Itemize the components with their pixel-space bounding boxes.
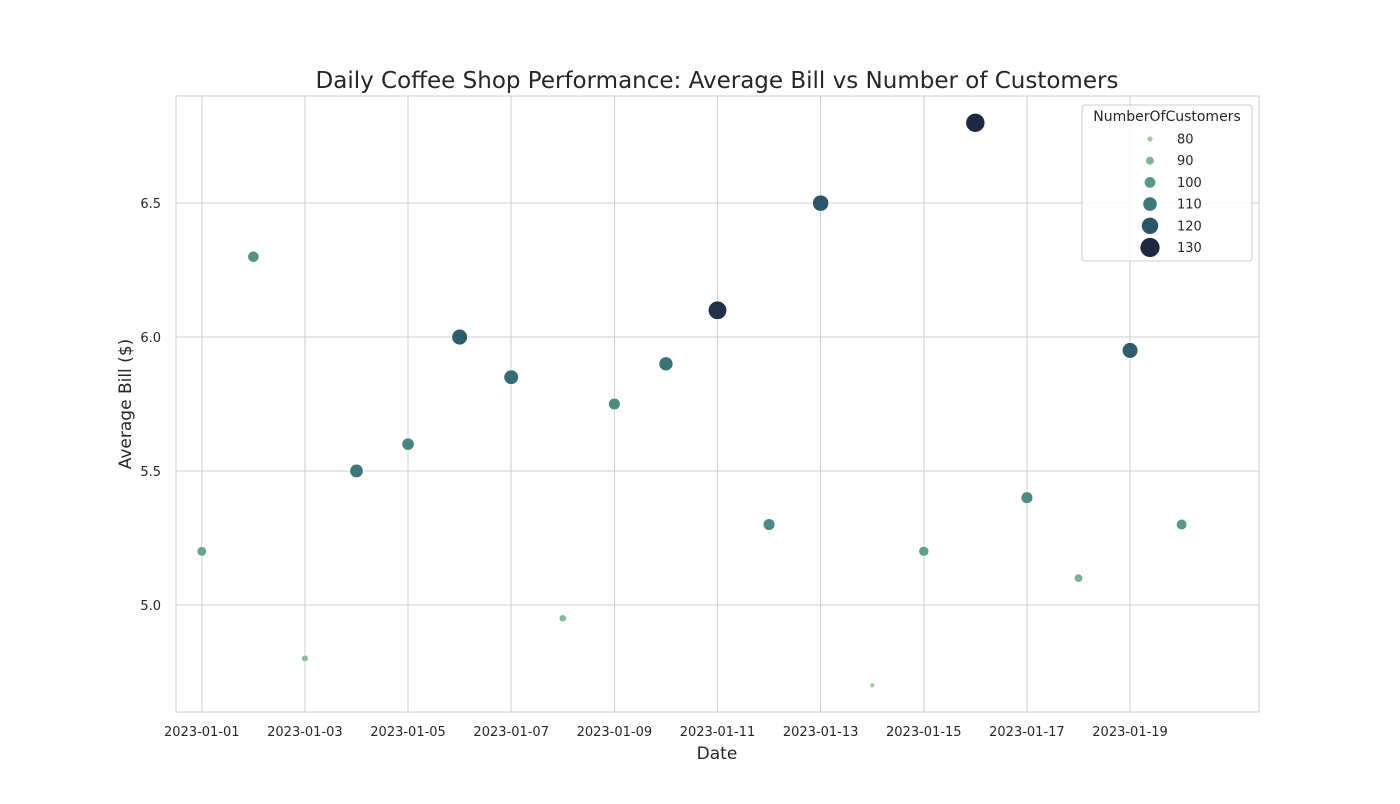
x-axis-label: Date <box>697 744 738 764</box>
legend-title: NumberOfCustomers <box>1093 109 1241 125</box>
data-points <box>196 112 1188 689</box>
data-point <box>707 300 728 320</box>
legend-box <box>1081 104 1253 262</box>
x-tick-labels: 2023-01-01 2023-01-03 2023-01-05 2023-01-07… <box>164 725 1168 740</box>
legend-marker <box>1140 237 1160 258</box>
legend-label: 90 <box>1177 154 1194 169</box>
data-point <box>965 112 986 133</box>
data-point <box>869 682 876 689</box>
legend-marker <box>1144 177 1156 188</box>
x-tick-label: 2023-01-05 <box>370 725 446 740</box>
x-tick-label: 2023-01-03 <box>267 725 343 740</box>
y-tick-labels: 5.0 5.5 6.0 6.5 <box>140 197 161 614</box>
data-point <box>1073 573 1084 583</box>
chart-title: Daily Coffee Shop Performance: Average B… <box>316 68 1119 94</box>
x-tick-label: 2023-01-11 <box>680 725 756 740</box>
y-tick-label: 5.5 <box>140 465 161 480</box>
data-point <box>607 397 621 411</box>
x-tick-label: 2023-01-07 <box>473 725 549 740</box>
legend-label: 120 <box>1177 219 1202 234</box>
data-point <box>401 437 415 451</box>
x-gridlines <box>201 96 1131 712</box>
data-point <box>812 194 830 212</box>
data-point <box>1020 491 1034 505</box>
legend-label: 100 <box>1177 176 1202 191</box>
data-point <box>301 654 309 663</box>
legend-marker <box>1147 136 1153 142</box>
legend-marker <box>1141 217 1159 234</box>
axes-frame <box>175 95 1260 713</box>
legend-label: 80 <box>1177 133 1194 148</box>
legend-label: 130 <box>1177 241 1202 256</box>
x-tick-label: 2023-01-15 <box>886 725 962 740</box>
data-point <box>196 546 208 557</box>
y-tick-label: 6.0 <box>140 331 161 346</box>
legend: NumberOfCustomers 80 90 100 110 120 130 <box>1081 104 1253 262</box>
legend-label: 110 <box>1177 198 1202 213</box>
x-tick-label: 2023-01-09 <box>577 725 653 740</box>
data-point <box>918 545 930 557</box>
data-point <box>247 250 260 263</box>
x-tick-label: 2023-01-17 <box>989 725 1065 740</box>
data-point <box>762 518 776 531</box>
data-point <box>349 463 364 479</box>
legend-marker <box>1143 197 1157 211</box>
x-tick-label: 2023-01-13 <box>783 725 859 740</box>
data-point <box>558 614 567 623</box>
data-point <box>658 356 674 372</box>
legend-marker <box>1146 156 1154 165</box>
x-tick-label: 2023-01-01 <box>164 725 240 740</box>
data-point <box>1175 518 1188 531</box>
data-point <box>1121 342 1139 359</box>
y-axis-label: Average Bill ($) <box>116 339 136 470</box>
x-tick-label: 2023-01-19 <box>1092 725 1168 740</box>
data-point <box>503 369 519 385</box>
legend-entries: 80 90 100 110 120 130 <box>1140 133 1202 258</box>
y-tick-label: 6.5 <box>140 197 161 212</box>
data-point <box>451 328 468 346</box>
y-tick-label: 5.0 <box>140 599 161 614</box>
